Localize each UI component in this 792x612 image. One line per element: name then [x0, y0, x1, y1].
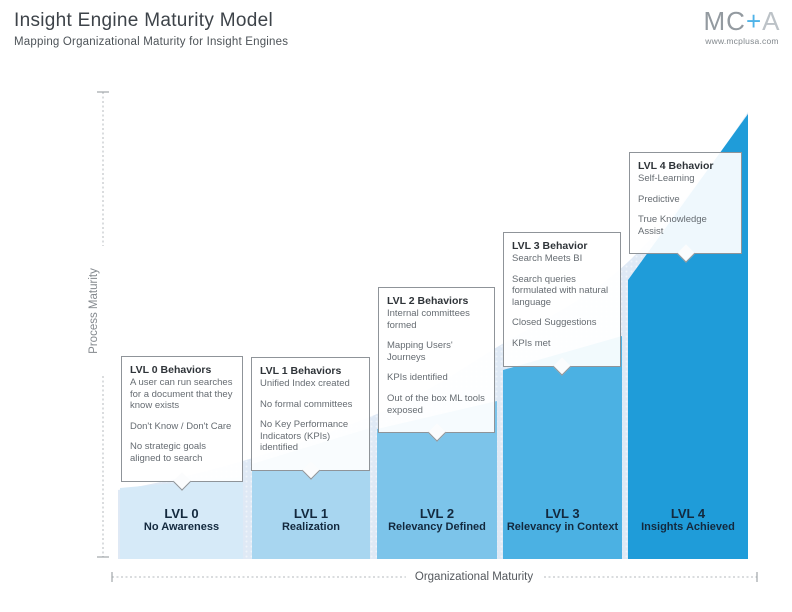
bar-level-text: LVL 1 [293, 506, 329, 521]
callout-line: Mapping Users' Journeys [387, 340, 453, 363]
bar-name-text: No Awareness [143, 521, 220, 533]
page-title: Insight Engine Maturity Model [14, 10, 273, 31]
callout-lvl-1: LVL 1 Behaviors Unified Index created No… [251, 357, 370, 480]
bar-label-lvl-0: LVL 0 No Awareness [120, 506, 243, 534]
bar-level-text: LVL 3 [545, 506, 580, 521]
callout-title: LVL 1 Behaviors [260, 365, 342, 377]
bar-level-text: LVL 2 [419, 506, 455, 521]
callout-line: Internal committees formed [387, 308, 470, 331]
callout-line: Predictive [638, 193, 680, 205]
y-axis-label: Process Maturity [88, 268, 100, 354]
bar-label-lvl-3: LVL 3 Relevancy in Context [503, 506, 622, 534]
bar-name-text: Relevancy Defined [388, 521, 486, 533]
bar-lvl-3 [503, 336, 622, 559]
callout-title: LVL 0 Behaviors [130, 364, 212, 376]
bar-level-text: LVL 4 [670, 506, 706, 521]
callout-line: No strategic goals aligned to search [130, 441, 207, 465]
callout-line: KPIs met [512, 338, 551, 350]
callout-line: Search Meets BI [512, 253, 583, 265]
callout-line: No Key Performance Indicators (KPIs) ide… [260, 419, 349, 454]
callout-line: Unified Index created [260, 378, 350, 390]
callout-lvl-3: LVL 3 Behavior Search Meets BI Search qu… [503, 232, 621, 376]
callout-line: Don't Know / Don't Care [130, 420, 232, 432]
callout-title: LVL 3 Behavior [512, 240, 588, 252]
logo-mc: MC [703, 6, 746, 36]
bar-label-lvl-4: LVL 4 Insights Achieved [628, 506, 748, 534]
bar-lvl-0 [120, 477, 243, 559]
bar-name-text: Relevancy in Context [506, 521, 619, 533]
callout-line: Closed Suggestions [512, 317, 597, 329]
logo-plus-icon: + [745, 6, 763, 36]
bar-level-text: LVL 0 [164, 506, 199, 521]
bar-label-lvl-1: LVL 1 Realization [252, 506, 370, 534]
mca-logo-mark: MC+A [698, 6, 786, 36]
callout-line: Search queries formulated with natural l… [512, 273, 609, 308]
bar-name-text: Realization [281, 521, 341, 533]
callout-line: No formal committees [260, 398, 353, 410]
callout-lvl-0: LVL 0 Behaviors A user can run searches … [121, 356, 243, 491]
mca-logo: MC+A www.mcplusa.com [698, 6, 786, 47]
callout-line: A user can run searches for a document t… [130, 377, 233, 412]
x-axis-label: Organizational Maturity [405, 571, 543, 583]
callout-line: Self-Learning [638, 173, 695, 185]
callout-line: KPIs identified [387, 372, 448, 384]
callout-lvl-2: LVL 2 Behaviors Internal committees form… [378, 287, 495, 442]
bar-label-lvl-2: LVL 2 Relevancy Defined [377, 506, 497, 534]
bar-name-text: Insights Achieved [641, 521, 735, 533]
logo-website: www.mcplusa.com [705, 36, 779, 47]
bar-lvl-2 [377, 401, 497, 559]
callout-title: LVL 4 Behavior [638, 160, 714, 172]
callout-lvl-4: LVL 4 Behavior Self-Learning Predictive … [629, 152, 742, 264]
logo-a: A [762, 6, 781, 36]
callout-line: True Knowledge Assist [638, 214, 707, 237]
callout-title: LVL 2 Behaviors [387, 295, 469, 307]
callout-line: Out of the box ML tools exposed [387, 393, 485, 416]
page-subtitle: Mapping Organizational Maturity for Insi… [14, 36, 289, 48]
